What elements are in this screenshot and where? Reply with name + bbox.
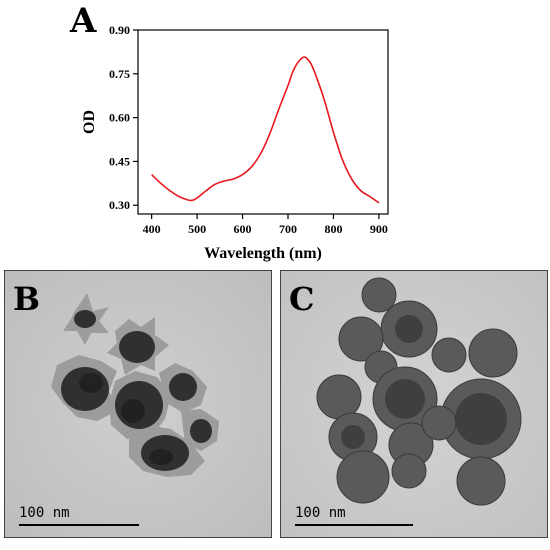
y-axis-label: OD — [81, 110, 98, 134]
y-tick-label: 0.30 — [109, 198, 130, 212]
panel-c-letter: C — [289, 280, 315, 318]
y-tick-label: 0.90 — [109, 23, 130, 37]
x-axis-label: Wavelength (nm) — [204, 245, 322, 262]
y-tick-label: 0.60 — [109, 111, 130, 125]
x-tick-label: 700 — [279, 222, 297, 236]
tem-c-picture — [281, 271, 547, 537]
x-tick-label: 800 — [324, 222, 342, 236]
tem-image-c: C 100 nm — [280, 270, 548, 538]
tem-image-b: B 100 nm — [4, 270, 272, 538]
scale-label-b: 100 nm — [19, 505, 70, 521]
od-spectrum-chart: 400 500 600 700 800 900 0.300.450.600.750.90 … — [81, 23, 389, 262]
x-tick-label: 900 — [370, 222, 388, 236]
scale-bar-b — [19, 524, 139, 526]
y-axis: 0.30 0.45 0.60 0.75 0.90 — [109, 23, 138, 212]
y-tick-label: 0.45 — [109, 154, 130, 168]
x-tick-label: 400 — [143, 222, 161, 236]
panel-b-letter: B — [13, 280, 41, 318]
spectrum-line — [151, 56, 380, 204]
scale-label-c: 100 nm — [295, 505, 346, 521]
x-axis: 400 500 600 700 800 900 — [143, 214, 388, 236]
x-tick-label: 600 — [234, 222, 252, 236]
plot-frame — [137, 29, 389, 215]
tem-b-picture — [5, 271, 271, 537]
scale-bar-c — [295, 524, 413, 526]
x-tick-label: 500 — [188, 222, 206, 236]
panel-a-letter: A — [70, 1, 97, 41]
y-tick-label: 0.75 — [109, 67, 130, 81]
